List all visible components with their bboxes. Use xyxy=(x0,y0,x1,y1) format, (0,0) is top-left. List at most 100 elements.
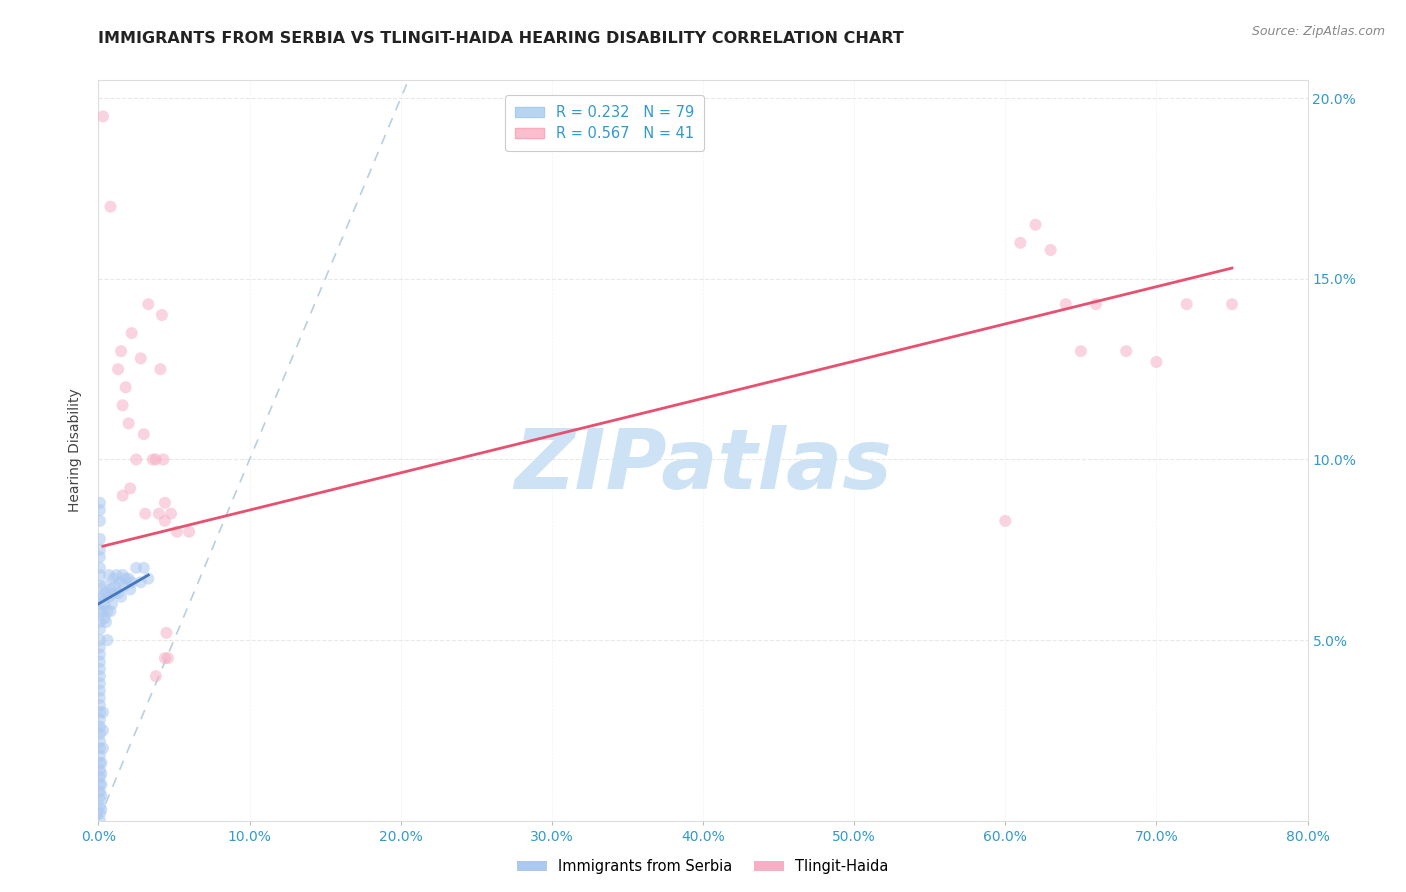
Point xyxy=(1054,297,1077,311)
Text: Source: ZipAtlas.com: Source: ZipAtlas.com xyxy=(1251,25,1385,38)
Point xyxy=(89,785,111,799)
Point xyxy=(89,622,111,636)
Point xyxy=(90,756,112,770)
Point xyxy=(134,507,156,521)
Point xyxy=(89,561,111,575)
Point xyxy=(96,604,118,618)
Point xyxy=(118,417,141,431)
Point xyxy=(89,503,111,517)
Point xyxy=(89,748,111,763)
Point xyxy=(150,308,173,322)
Point xyxy=(153,651,176,665)
Point xyxy=(89,496,111,510)
Point xyxy=(108,575,131,590)
Point xyxy=(142,452,165,467)
Point xyxy=(89,799,111,814)
Point xyxy=(107,586,129,600)
Point xyxy=(89,756,111,770)
Point xyxy=(121,575,143,590)
Point xyxy=(145,452,167,467)
Point xyxy=(89,568,111,582)
Point xyxy=(89,662,111,676)
Point xyxy=(111,568,134,582)
Point xyxy=(1010,235,1032,250)
Point xyxy=(152,452,174,467)
Point xyxy=(104,579,127,593)
Point xyxy=(129,351,152,366)
Point xyxy=(1070,344,1092,359)
Point xyxy=(89,549,111,564)
Point xyxy=(89,542,111,557)
Point xyxy=(1175,297,1198,311)
Point xyxy=(98,590,121,604)
Point xyxy=(89,727,111,741)
Point xyxy=(153,514,176,528)
Point xyxy=(89,713,111,727)
Point xyxy=(89,590,111,604)
Point xyxy=(166,524,188,539)
Point xyxy=(91,590,114,604)
Point xyxy=(89,763,111,777)
Point xyxy=(155,625,177,640)
Point xyxy=(91,604,114,618)
Point xyxy=(89,655,111,669)
Point xyxy=(1144,355,1167,369)
Point xyxy=(105,568,128,582)
Point xyxy=(156,651,179,665)
Point xyxy=(91,109,114,123)
Point xyxy=(93,611,115,625)
Point xyxy=(89,597,111,611)
Point xyxy=(160,507,183,521)
Point xyxy=(111,398,134,412)
Point xyxy=(112,579,135,593)
Point xyxy=(110,590,132,604)
Point xyxy=(89,806,111,821)
Point xyxy=(89,706,111,720)
Point xyxy=(90,778,112,792)
Point xyxy=(132,427,155,442)
Point xyxy=(94,615,117,629)
Point xyxy=(89,734,111,748)
Point xyxy=(125,452,148,467)
Point xyxy=(89,579,111,593)
Point xyxy=(1039,243,1062,257)
Point xyxy=(89,792,111,806)
Point xyxy=(89,770,111,784)
Point xyxy=(145,669,167,683)
Point xyxy=(994,514,1017,528)
Point xyxy=(153,496,176,510)
Point xyxy=(89,640,111,655)
Text: ZIPatlas: ZIPatlas xyxy=(515,425,891,506)
Point xyxy=(90,803,112,817)
Point xyxy=(136,297,159,311)
Point xyxy=(89,669,111,683)
Point xyxy=(1085,297,1108,311)
Point xyxy=(149,362,172,376)
Point xyxy=(118,572,141,586)
Point xyxy=(89,514,111,528)
Point xyxy=(89,683,111,698)
Point xyxy=(132,561,155,575)
Point xyxy=(148,507,170,521)
Legend: Immigrants from Serbia, Tlingit-Haida: Immigrants from Serbia, Tlingit-Haida xyxy=(512,854,894,880)
Point xyxy=(89,633,111,648)
Point xyxy=(103,586,125,600)
Legend: R = 0.232   N = 79, R = 0.567   N = 41: R = 0.232 N = 79, R = 0.567 N = 41 xyxy=(505,95,704,152)
Point xyxy=(100,582,122,597)
Point xyxy=(1115,344,1137,359)
Point xyxy=(96,633,118,648)
Point xyxy=(107,362,129,376)
Point xyxy=(89,615,111,629)
Point xyxy=(93,597,115,611)
Point xyxy=(101,597,124,611)
Point xyxy=(90,766,112,780)
Point xyxy=(1024,218,1046,232)
Point xyxy=(93,579,115,593)
Point xyxy=(89,698,111,712)
Point xyxy=(179,524,201,539)
Point xyxy=(129,575,152,590)
Point xyxy=(91,741,114,756)
Y-axis label: Hearing Disability: Hearing Disability xyxy=(69,389,83,512)
Point xyxy=(100,604,122,618)
Point xyxy=(91,706,114,720)
